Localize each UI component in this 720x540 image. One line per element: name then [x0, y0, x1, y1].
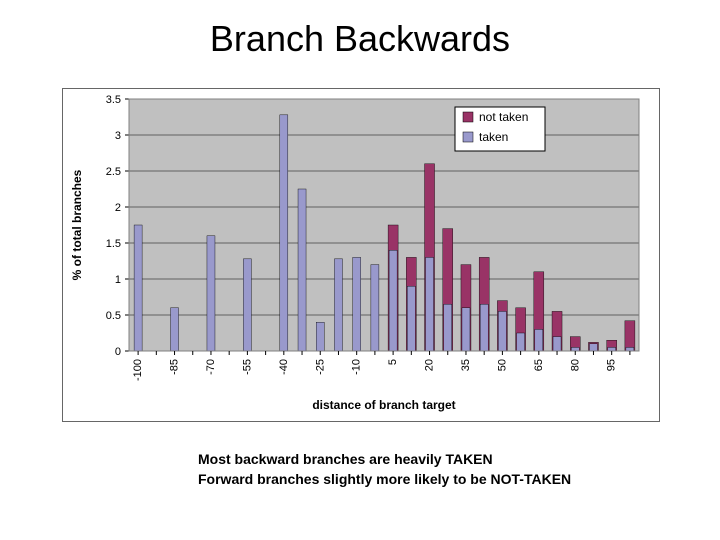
svg-text:0.5: 0.5 [106, 310, 121, 322]
page-title: Branch Backwards [0, 18, 720, 60]
branch-chart: 0 0.5 1 1.5 2 2.5 3 3.5 -100 -85 -70 -55 -40 -25 -10 5 2… [63, 89, 659, 421]
caption: Most backward branches are heavily TAKEN… [198, 450, 571, 489]
svg-text:not taken: not taken [479, 110, 528, 124]
svg-text:1: 1 [115, 274, 121, 286]
svg-text:3: 3 [115, 130, 121, 142]
caption-line: Most backward branches are heavily TAKEN [198, 450, 571, 470]
svg-text:5: 5 [387, 359, 399, 365]
caption-line: Forward branches slightly more likely to… [198, 470, 571, 490]
svg-text:3.5: 3.5 [106, 94, 121, 106]
svg-text:-85: -85 [169, 359, 181, 375]
svg-text:2: 2 [115, 202, 121, 214]
svg-text:-25: -25 [314, 359, 326, 375]
svg-text:-10: -10 [351, 359, 363, 375]
slide: Branch Backwards 0 0.5 1 1.5 2 2.5 3 3.5 -100 -85… [0, 0, 720, 540]
chart-container: 0 0.5 1 1.5 2 2.5 3 3.5 -100 -85 -70 -55 -40 -25 -10 5 2… [62, 88, 660, 422]
svg-text:80: 80 [569, 359, 581, 371]
svg-text:distance of branch target: distance of branch target [312, 398, 455, 412]
svg-text:-100: -100 [132, 359, 144, 381]
svg-text:-55: -55 [241, 359, 253, 375]
svg-text:taken: taken [479, 130, 508, 144]
svg-text:% of total branches: % of total branches [70, 169, 84, 280]
svg-text:20: 20 [424, 359, 436, 371]
svg-text:-70: -70 [205, 359, 217, 375]
svg-text:-40: -40 [278, 359, 290, 375]
svg-text:50: 50 [496, 359, 508, 371]
svg-text:1.5: 1.5 [106, 238, 121, 250]
svg-text:0: 0 [115, 346, 121, 358]
svg-text:95: 95 [606, 359, 618, 371]
svg-text:35: 35 [460, 359, 472, 371]
svg-text:2.5: 2.5 [106, 166, 121, 178]
svg-text:65: 65 [533, 359, 545, 371]
